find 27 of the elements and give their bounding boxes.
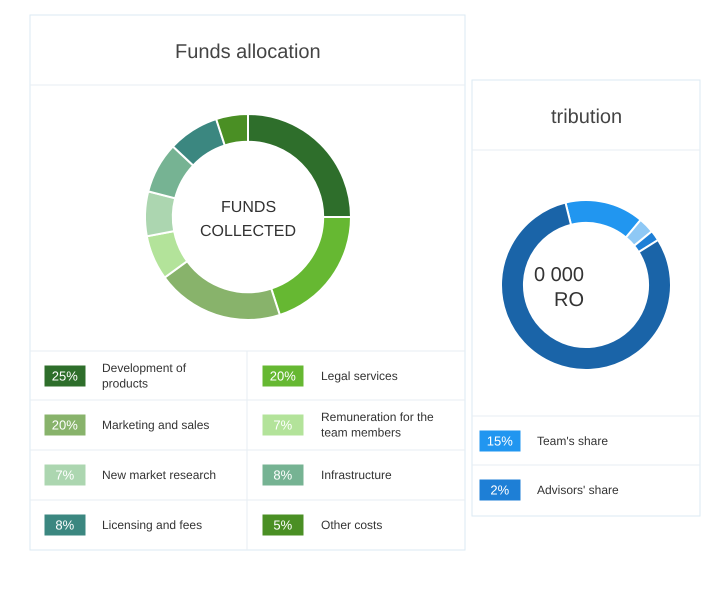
chart-title: Funds allocation [175,41,321,63]
chart-title: tribution [551,106,622,128]
data-label: 7% [273,418,293,432]
data-label: 8% [273,468,293,482]
data-label: 8% [55,518,75,532]
legend-label: Other costs [321,518,382,532]
text: FUNDS [221,199,276,216]
legend-label: Development of products [102,361,187,391]
legend-label: Legal services [321,369,398,383]
data-label: 2% [490,482,510,498]
text: 0 000 [534,264,584,286]
text: RO [554,289,584,311]
data-label: 20% [52,418,78,432]
data-label: 7% [55,468,75,482]
text: COLLECTED [200,223,296,240]
legend-label: Remuneration for the team members [321,410,434,440]
data-label: 5% [273,518,293,532]
data-label: 25% [52,368,78,384]
data-label: 15% [486,434,514,448]
legend-label: Licensing and fees [102,518,202,532]
legend-label: New market research [102,468,216,482]
legend-label: Marketing and sales [102,418,210,432]
legend-label: Infrastructure [321,468,392,482]
legend-label: Advisors' share [537,483,619,497]
data-label: 20% [270,368,296,384]
donut-slice [500,202,672,371]
legend-label: Team's share [537,434,608,448]
